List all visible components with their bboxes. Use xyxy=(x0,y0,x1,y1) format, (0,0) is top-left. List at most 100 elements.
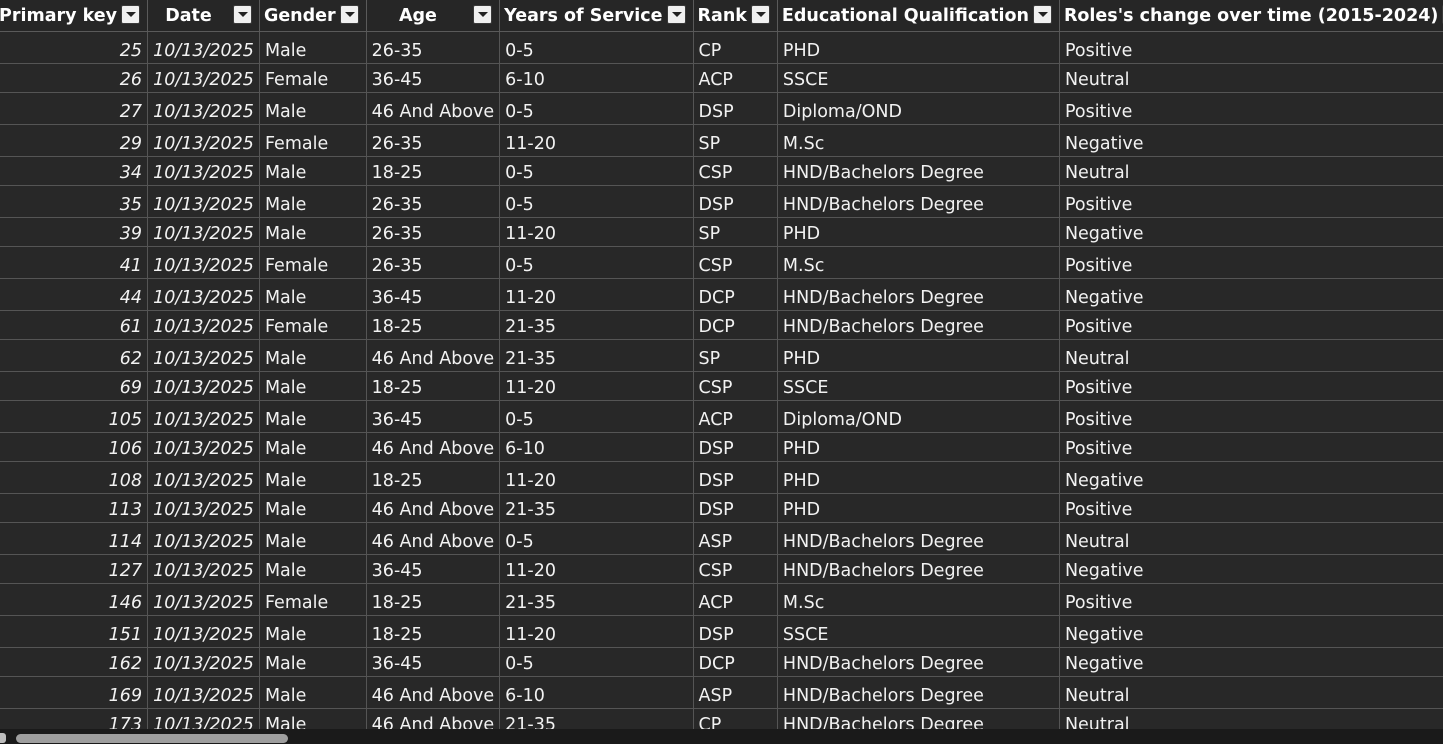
scroll-left-arrow-icon[interactable] xyxy=(0,733,6,743)
cell-primary-key[interactable]: 26 xyxy=(0,63,149,93)
cell-rank[interactable]: ACP xyxy=(693,63,778,93)
cell-date[interactable]: 10/13/2025 xyxy=(147,493,260,523)
cell-primary-key[interactable]: 169 xyxy=(0,676,149,709)
cell-primary-key[interactable]: 151 xyxy=(0,615,149,648)
horizontal-scrollbar[interactable] xyxy=(0,729,1443,744)
table-row[interactable]: 34 10/13/2025 Male 18-25 0-5 CSP HND/Bachelors… xyxy=(0,156,1443,186)
cell-educational-qualification[interactable]: Diploma/OND xyxy=(777,400,1060,433)
cell-educational-qualification[interactable]: PHD xyxy=(777,339,1060,372)
table-row[interactable]: 108 10/13/2025 Male 18-25 11-20 DSP PHD Negativ… xyxy=(0,461,1443,494)
cell-gender[interactable]: Male xyxy=(259,156,367,186)
cell-rank[interactable]: DCP xyxy=(693,278,778,311)
cell-educational-qualification[interactable]: SSCE xyxy=(777,371,1060,401)
cell-primary-key[interactable]: 114 xyxy=(0,522,149,555)
cell-educational-qualification[interactable]: HND/Bachelors Degree xyxy=(777,676,1060,709)
cell-gender[interactable]: Male xyxy=(259,432,367,462)
cell-gender[interactable]: Male xyxy=(259,92,367,125)
cell-educational-qualification[interactable]: SSCE xyxy=(777,615,1060,648)
cell-educational-qualification[interactable]: HND/Bachelors Degree xyxy=(777,522,1060,555)
cell-educational-qualification[interactable]: HND/Bachelors Degree xyxy=(777,278,1060,311)
filter-dropdown-icon[interactable] xyxy=(750,5,770,24)
cell-gender[interactable]: Female xyxy=(259,310,367,340)
cell-years-of-service[interactable]: 21-35 xyxy=(499,583,694,616)
cell-educational-qualification[interactable]: HND/Bachelors Degree xyxy=(777,310,1060,340)
cell-rank[interactable]: CSP xyxy=(693,156,778,186)
cell-age[interactable]: 46 And Above xyxy=(366,432,501,462)
cell-roles-change[interactable]: Positive xyxy=(1059,371,1443,401)
cell-roles-change[interactable]: Negative xyxy=(1059,278,1443,311)
cell-age[interactable]: 18-25 xyxy=(366,156,501,186)
cell-educational-qualification[interactable]: HND/Bachelors Degree xyxy=(777,554,1060,584)
cell-primary-key[interactable]: 35 xyxy=(0,185,149,218)
table-row[interactable]: 151 10/13/2025 Male 18-25 11-20 DSP SSCE Negati… xyxy=(0,615,1443,648)
table-row[interactable]: 44 10/13/2025 Male 36-45 11-20 DCP HND/Bachelo… xyxy=(0,278,1443,311)
cell-years-of-service[interactable]: 21-35 xyxy=(499,493,694,523)
cell-age[interactable]: 26-35 xyxy=(366,217,501,247)
cell-educational-qualification[interactable]: M.Sc xyxy=(777,246,1060,279)
cell-gender[interactable]: Male xyxy=(259,461,367,494)
cell-age[interactable]: 18-25 xyxy=(366,615,501,648)
cell-age[interactable]: 46 And Above xyxy=(366,522,501,555)
cell-gender[interactable]: Female xyxy=(259,583,367,616)
cell-gender[interactable]: Male xyxy=(259,615,367,648)
table-row[interactable]: 162 10/13/2025 Male 36-45 0-5 DCP HND/Bachelor… xyxy=(0,647,1443,677)
cell-date[interactable]: 10/13/2025 xyxy=(147,31,260,64)
cell-primary-key[interactable]: 173 xyxy=(0,708,149,729)
cell-date[interactable]: 10/13/2025 xyxy=(147,400,260,433)
cell-rank[interactable]: ACP xyxy=(693,400,778,433)
column-header-educational-qualification[interactable]: Educational Qualification xyxy=(777,0,1060,32)
table-row[interactable]: 146 10/13/2025 Female 18-25 21-35 ACP M.Sc Posi… xyxy=(0,583,1443,616)
cell-roles-change[interactable]: Positive xyxy=(1059,583,1443,616)
table-row[interactable]: 41 10/13/2025 Female 26-35 0-5 CSP M.Sc Positiv… xyxy=(0,246,1443,279)
filter-dropdown-icon[interactable] xyxy=(473,5,493,24)
cell-gender[interactable]: Male xyxy=(259,400,367,433)
cell-gender[interactable]: Male xyxy=(259,217,367,247)
cell-educational-qualification[interactable]: Diploma/OND xyxy=(777,92,1060,125)
cell-rank[interactable]: ASP xyxy=(693,676,778,709)
cell-years-of-service[interactable]: 0-5 xyxy=(499,522,694,555)
cell-date[interactable]: 10/13/2025 xyxy=(147,647,260,677)
cell-primary-key[interactable]: 162 xyxy=(0,647,149,677)
cell-primary-key[interactable]: 105 xyxy=(0,400,149,433)
cell-gender[interactable]: Male xyxy=(259,339,367,372)
cell-primary-key[interactable]: 61 xyxy=(0,310,149,340)
cell-roles-change[interactable]: Negative xyxy=(1059,647,1443,677)
cell-rank[interactable]: DSP xyxy=(693,615,778,648)
cell-age[interactable]: 36-45 xyxy=(366,63,501,93)
table-row[interactable]: 69 10/13/2025 Male 18-25 11-20 CSP SSCE Positiv… xyxy=(0,371,1443,401)
cell-rank[interactable]: DSP xyxy=(693,461,778,494)
cell-educational-qualification[interactable]: M.Sc xyxy=(777,583,1060,616)
table-row[interactable]: 127 10/13/2025 Male 36-45 11-20 CSP HND/Bachel… xyxy=(0,554,1443,584)
table-row[interactable]: 27 10/13/2025 Male 46 And Above 0-5 DSP Diplom… xyxy=(0,92,1443,125)
cell-roles-change[interactable]: Negative xyxy=(1059,615,1443,648)
filter-dropdown-icon[interactable] xyxy=(339,5,359,24)
cell-age[interactable]: 46 And Above xyxy=(366,493,501,523)
cell-rank[interactable]: CSP xyxy=(693,246,778,279)
cell-educational-qualification[interactable]: PHD xyxy=(777,461,1060,494)
cell-roles-change[interactable]: Positive xyxy=(1059,493,1443,523)
cell-educational-qualification[interactable]: M.Sc xyxy=(777,124,1060,157)
cell-primary-key[interactable]: 39 xyxy=(0,217,149,247)
cell-primary-key[interactable]: 106 xyxy=(0,432,149,462)
cell-roles-change[interactable]: Negative xyxy=(1059,124,1443,157)
cell-educational-qualification[interactable]: HND/Bachelors Degree xyxy=(777,708,1060,729)
cell-date[interactable]: 10/13/2025 xyxy=(147,278,260,311)
column-header-gender[interactable]: Gender xyxy=(259,0,367,32)
cell-rank[interactable]: DSP xyxy=(693,493,778,523)
cell-age[interactable]: 36-45 xyxy=(366,400,501,433)
cell-gender[interactable]: Female xyxy=(259,63,367,93)
cell-date[interactable]: 10/13/2025 xyxy=(147,432,260,462)
cell-roles-change[interactable]: Negative xyxy=(1059,554,1443,584)
filter-dropdown-icon[interactable] xyxy=(1032,5,1052,24)
cell-years-of-service[interactable]: 11-20 xyxy=(499,554,694,584)
cell-years-of-service[interactable]: 11-20 xyxy=(499,461,694,494)
cell-roles-change[interactable]: Neutral xyxy=(1059,63,1443,93)
cell-primary-key[interactable]: 113 xyxy=(0,493,149,523)
cell-date[interactable]: 10/13/2025 xyxy=(147,185,260,218)
cell-years-of-service[interactable]: 0-5 xyxy=(499,185,694,218)
cell-years-of-service[interactable]: 11-20 xyxy=(499,615,694,648)
cell-educational-qualification[interactable]: PHD xyxy=(777,493,1060,523)
cell-date[interactable]: 10/13/2025 xyxy=(147,461,260,494)
table-row[interactable]: 105 10/13/2025 Male 36-45 0-5 ACP Diploma/OND P… xyxy=(0,400,1443,433)
